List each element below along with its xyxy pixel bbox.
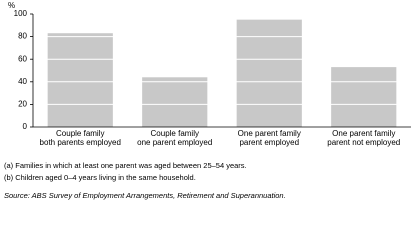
x-tick-label: both parents employed <box>40 138 121 147</box>
x-tick-label: Couple family <box>56 129 104 138</box>
y-axis-label: % <box>8 1 15 10</box>
x-tick-label: Couple family <box>151 129 199 138</box>
y-tick-label: 100 <box>14 9 28 18</box>
footnote: (a) Families in which at least one paren… <box>4 161 247 170</box>
footnote: (b) Children aged 0–4 years living in th… <box>4 173 196 182</box>
bar <box>331 67 397 127</box>
x-tick-label: parent employed <box>239 138 299 147</box>
chart: % (a) Families in which at least one par… <box>4 1 411 200</box>
x-tick-label: One parent family <box>332 129 395 138</box>
bar <box>142 77 208 127</box>
x-tick-label: one parent employed <box>137 138 212 147</box>
x-tick-label: One parent family <box>238 129 301 138</box>
y-tick-label: 60 <box>18 54 27 63</box>
bar <box>236 19 302 127</box>
bar <box>47 33 113 127</box>
y-tick-label: 20 <box>18 100 27 109</box>
y-tick-label: 40 <box>18 77 27 86</box>
source: Source: ABS Survey of Employment Arrange… <box>4 191 286 200</box>
y-tick-label: 80 <box>18 32 27 41</box>
y-tick-label: 0 <box>23 122 28 131</box>
x-tick-label: parent not employed <box>327 138 400 147</box>
